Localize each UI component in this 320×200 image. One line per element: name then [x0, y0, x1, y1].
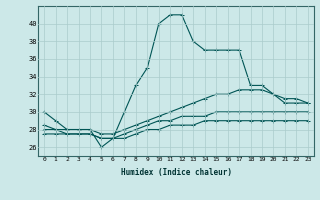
X-axis label: Humidex (Indice chaleur): Humidex (Indice chaleur)	[121, 168, 231, 177]
